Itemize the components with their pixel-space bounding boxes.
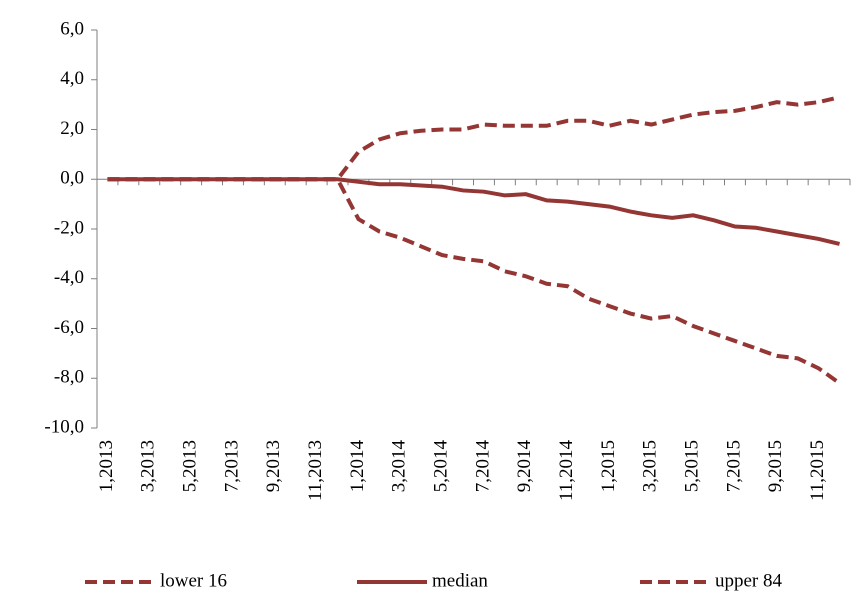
y-tick-label: 6,0 bbox=[60, 18, 84, 39]
y-tick-label: -4,0 bbox=[54, 267, 84, 288]
x-tick-label: 3,2015 bbox=[640, 440, 661, 492]
y-tick-label: 2,0 bbox=[60, 118, 84, 139]
x-tick-label: 1,2014 bbox=[347, 440, 368, 493]
y-tick-label: -10,0 bbox=[44, 416, 84, 437]
x-tick-label: 1,2013 bbox=[96, 440, 117, 492]
x-tick-label: 5,2014 bbox=[430, 440, 451, 493]
x-tick-label: 7,2014 bbox=[472, 440, 493, 493]
series-line bbox=[107, 95, 841, 182]
x-tick-label: 3,2013 bbox=[138, 440, 159, 492]
x-tick-label: 3,2014 bbox=[389, 440, 410, 493]
x-tick-label: 5,2013 bbox=[179, 440, 200, 492]
series-line bbox=[107, 177, 841, 246]
x-tick-label: 9,2013 bbox=[263, 440, 284, 492]
x-tick-label: 9,2014 bbox=[514, 440, 535, 493]
x-tick-label: 9,2015 bbox=[765, 440, 786, 492]
legend-label: upper 84 bbox=[715, 570, 783, 591]
x-tick-label: 5,2015 bbox=[681, 440, 702, 492]
y-tick-label: -8,0 bbox=[54, 367, 84, 388]
legend-label: median bbox=[432, 570, 488, 591]
y-tick-label: -2,0 bbox=[54, 217, 84, 238]
x-tick-label: 7,2013 bbox=[221, 440, 242, 492]
y-tick-label: 0,0 bbox=[60, 168, 84, 189]
x-tick-label: 11,2015 bbox=[807, 440, 828, 501]
x-tick-label: 7,2015 bbox=[723, 440, 744, 492]
x-tick-label: 11,2013 bbox=[305, 440, 326, 501]
legend-label: lower 16 bbox=[160, 570, 227, 591]
x-tick-label: 1,2015 bbox=[598, 440, 619, 492]
y-tick-label: -6,0 bbox=[54, 317, 84, 338]
series-line bbox=[107, 177, 841, 385]
x-tick-label: 11,2014 bbox=[556, 440, 577, 502]
y-tick-label: 4,0 bbox=[60, 68, 84, 89]
